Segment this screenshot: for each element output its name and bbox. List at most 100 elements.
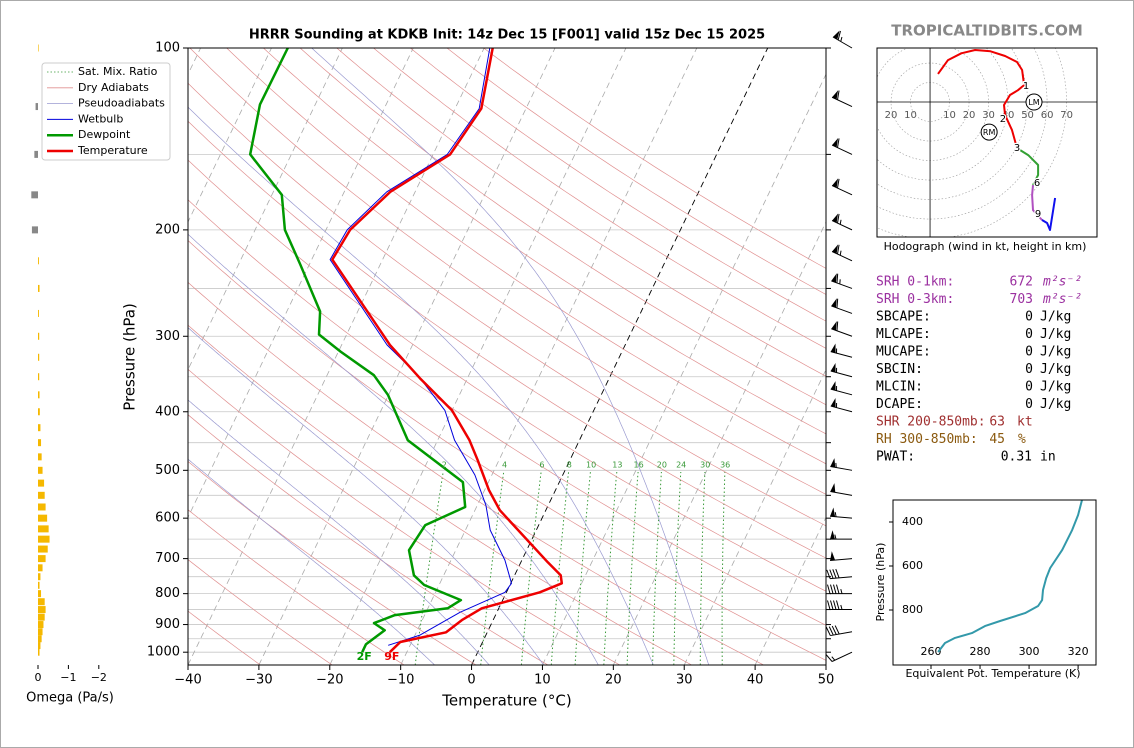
hodograph-caption: Hodograph (wind in kt, height in km): [884, 240, 1087, 253]
omega-bar: [38, 514, 48, 522]
index-unit: in: [1040, 450, 1056, 465]
omega-bar: [38, 424, 41, 432]
barb-tick: [831, 625, 837, 635]
omega-bar: [38, 408, 40, 416]
barb-tick: [830, 584, 834, 594]
barb-staff: [830, 388, 853, 396]
hodograph-line: [1031, 185, 1043, 221]
height-label: 6: [1034, 178, 1040, 189]
y-tick-label: 900: [155, 617, 180, 632]
dry-adiabat: [226, 48, 826, 465]
y-tick-label: 200: [155, 222, 180, 237]
thetae-x-tick-label: 300: [1019, 645, 1040, 658]
isotherm: [258, 48, 556, 665]
dry-adiabat: [446, 48, 826, 295]
mixing-ratio-label: 6: [539, 461, 544, 470]
y-tick-label: 1000: [147, 645, 180, 660]
index-label: SBCIN:: [876, 362, 923, 377]
dry-adiabat: [188, 199, 826, 626]
index-value: 63: [989, 415, 1005, 430]
omega-bar: [38, 606, 46, 614]
barb-flag: [830, 458, 836, 468]
mixing-ratio-label: 20: [657, 461, 667, 470]
isotherm: [754, 516, 826, 665]
hodograph-tick-label: 10: [904, 110, 917, 121]
index-label: SRH 0-1km:: [876, 275, 954, 290]
isotherm: [400, 48, 698, 665]
hodograph-frame: [876, 47, 1098, 238]
mixing-ratio-label: 36: [720, 461, 730, 470]
moist-adiabat: [188, 458, 435, 665]
skewt-profiles: [248, 48, 564, 654]
storm-motion: [1025, 93, 1043, 111]
index-label: RH 300-850mb:: [876, 432, 978, 447]
index-value: 703: [1010, 292, 1033, 307]
barb-tick: [832, 569, 837, 579]
dry-adiabat: [188, 82, 826, 527]
barb-tick: [828, 626, 834, 636]
mixing-ratio: [550, 471, 570, 665]
index-unit: kt: [1017, 415, 1033, 430]
legend-label: Wetbulb: [78, 112, 123, 125]
barb-flag: [830, 551, 836, 561]
mixing-ratio: [699, 471, 706, 665]
y-tick-label: 400: [155, 404, 180, 419]
barb-flag: [831, 298, 837, 308]
moist-adiabat: [188, 233, 599, 665]
profile-line: [331, 48, 564, 654]
barb-tick: [836, 600, 840, 610]
barb-flag: [832, 30, 840, 40]
index-label: MLCIN:: [876, 380, 923, 395]
dry-adiabat: [188, 509, 405, 665]
hodograph-tick-label: 70: [1060, 110, 1073, 121]
legend: [41, 62, 171, 161]
omega-bar: [38, 648, 40, 656]
omega-bar: [38, 391, 40, 399]
barb-staff: [832, 36, 853, 49]
chart-title: HRRR Sounding at KDKB Init: 14z Dec 15 […: [249, 28, 765, 43]
omega-bar: [38, 491, 45, 499]
barb-flag: [831, 273, 837, 283]
barb-flag: [830, 381, 836, 391]
mixing-ratio: [414, 471, 444, 665]
barb-tick: [836, 273, 839, 284]
omega-tick-label: −2: [91, 671, 107, 684]
index-unit: J/kg: [1040, 345, 1071, 360]
highlight-isotherm: [471, 48, 769, 665]
mixing-ratio-label: 4: [502, 461, 507, 470]
omega-tick-label: −1: [60, 671, 76, 684]
height-label: 3: [1014, 143, 1020, 154]
dry-adiabat: [410, 48, 826, 322]
dry-adiabat: [188, 120, 826, 559]
barb-tick: [835, 568, 840, 579]
barb-flag: [830, 398, 836, 408]
barb-tick: [837, 213, 840, 224]
dry-adiabat: [189, 48, 826, 495]
thetae-x-tick-label: 260: [921, 645, 942, 658]
hodograph-tick-label: 40: [1002, 110, 1015, 121]
omega-bar: [38, 525, 49, 533]
mixing-ratio: [652, 471, 662, 665]
barb-tick: [837, 138, 840, 148]
legend-label: Pseudoadiabats: [78, 97, 165, 110]
index-value: 45: [989, 432, 1005, 447]
index-value: 0: [1025, 310, 1033, 325]
omega-label: Omega (Pa/s): [26, 691, 114, 706]
x-tick-label: −30: [245, 673, 272, 688]
dry-adiabat: [373, 48, 826, 349]
y-tick-label: 500: [155, 463, 180, 478]
omega-bar: [38, 332, 40, 340]
omega-bar: [38, 439, 42, 447]
dry-adiabat: [188, 281, 764, 665]
isotherm: [683, 368, 826, 665]
index-unit: %: [1018, 432, 1026, 447]
x-tick-label: −20: [316, 673, 343, 688]
barb-flag: [832, 90, 839, 100]
index-unit: J/kg: [1040, 397, 1071, 412]
dry-adiabat: [188, 559, 333, 665]
omega-bar: [38, 309, 39, 317]
isotherm: [188, 48, 485, 665]
x-tick-label: 30: [676, 673, 693, 688]
height-label: 2: [1000, 114, 1006, 125]
